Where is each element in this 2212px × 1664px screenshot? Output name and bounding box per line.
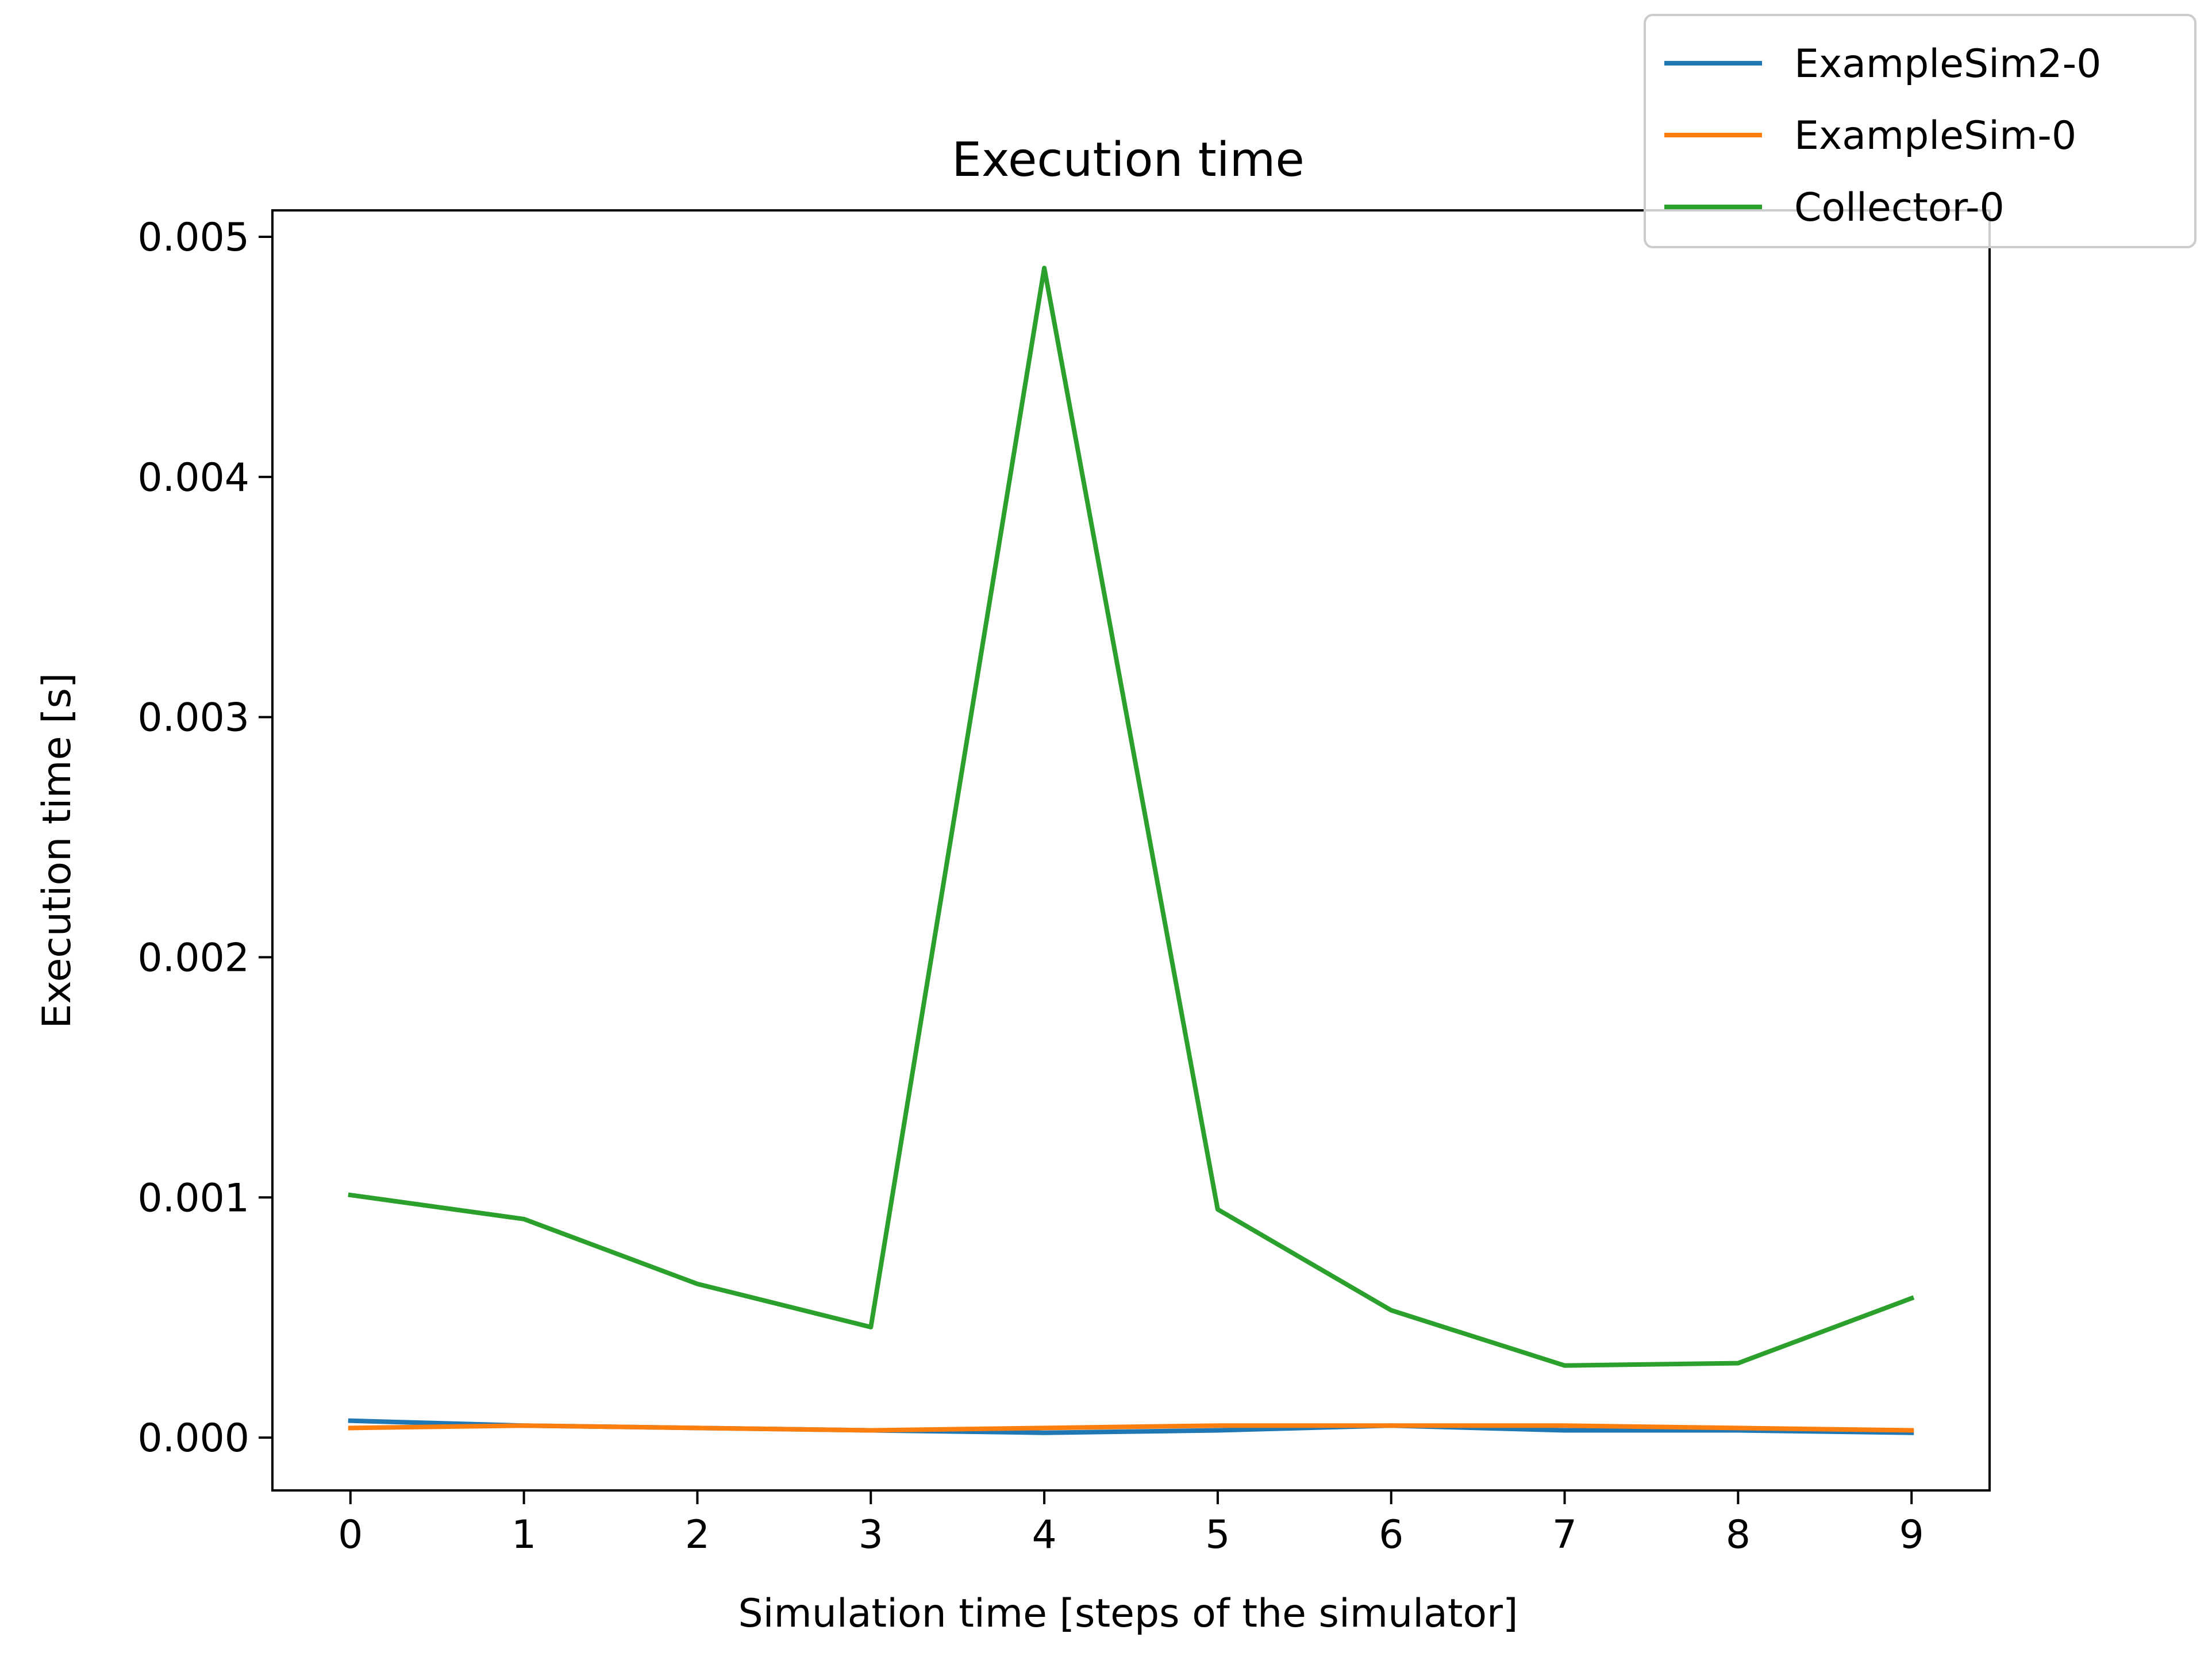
y-axis: 0.000 0.001 0.002 0.003 0.004 0.005 [137,215,272,1461]
x-tick-label: 9 [1899,1512,1924,1558]
legend: ExampleSim2-0 ExampleSim-0 Collector-0 [1644,14,2196,248]
plot-area-frame [271,209,1991,1492]
y-tick-label: 0.005 [137,215,249,260]
x-tick-label: 1 [511,1512,536,1558]
x-tick-label: 3 [859,1512,883,1558]
legend-box [1644,14,2196,248]
series-line-collector-0 [348,266,1915,1368]
chart-title: Execution time [952,133,1305,187]
y-tick-label: 0.001 [137,1175,249,1221]
legend-label: ExampleSim2-0 [1794,41,2101,87]
y-tick-label: 0.003 [137,695,249,741]
x-tick-label: 5 [1205,1512,1230,1558]
x-tick-label: 8 [1726,1512,1751,1558]
x-tick-label: 2 [685,1512,710,1558]
series-lines [348,266,1915,1435]
y-tick-label: 0.002 [137,935,249,981]
y-tick-label: 0.004 [137,455,249,501]
x-axis-label: Simulation time [steps of the simulator] [738,1591,1518,1636]
y-tick-label: 0.000 [137,1416,249,1461]
y-axis-label: Execution time [s] [34,672,80,1028]
legend-label: Collector-0 [1794,185,2005,230]
x-tick-label: 0 [338,1512,363,1558]
x-tick-label: 7 [1552,1512,1577,1558]
series-line-examplesim-0 [348,1423,1914,1433]
x-axis: 0 1 2 3 4 5 6 7 8 9 [338,1490,1924,1558]
legend-label: ExampleSim-0 [1794,113,2076,159]
x-tick-label: 4 [1032,1512,1056,1558]
x-tick-label: 6 [1379,1512,1403,1558]
